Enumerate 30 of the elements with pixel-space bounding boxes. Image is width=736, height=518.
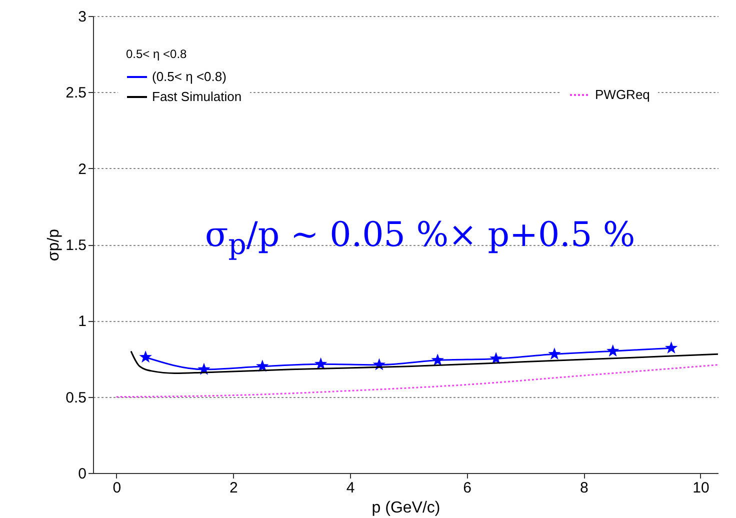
legend-title: 0.5< η <0.8 xyxy=(126,47,188,61)
y-tick-label: 2.5 xyxy=(66,84,86,102)
x-tick-label: 8 xyxy=(580,480,588,496)
legend-label: Fast Simulation xyxy=(152,89,242,104)
y-tick-label: 3 xyxy=(78,8,86,26)
y-tick-label: 1.5 xyxy=(66,237,86,254)
point xyxy=(664,341,678,354)
point xyxy=(431,354,444,366)
point xyxy=(548,347,561,360)
point xyxy=(256,360,269,372)
point xyxy=(490,352,502,364)
point xyxy=(139,350,152,363)
y-tick-label: 0.5 xyxy=(66,389,86,406)
point xyxy=(314,357,328,370)
x-tick-label: 4 xyxy=(346,480,355,496)
x-tick-label: 10 xyxy=(692,480,710,496)
x-tick-label: 0 xyxy=(112,480,122,496)
y-tick-label: 2 xyxy=(78,160,86,178)
x-tick-label: 2 xyxy=(230,480,238,496)
line-series xyxy=(130,350,719,374)
y-tick-label: 0 xyxy=(78,466,86,482)
x-axis-title: p (GeV/c) xyxy=(372,500,440,516)
point xyxy=(606,344,620,357)
line-series xyxy=(116,364,719,398)
y-tick-label: 1 xyxy=(78,313,86,330)
x-tick-label: 6 xyxy=(463,480,472,496)
y-axis-title: σp/p xyxy=(46,228,63,262)
legend-label: PWGReq xyxy=(595,87,650,102)
legend-label: (0.5< η <0.8) xyxy=(152,69,226,84)
annotation: σ$_{p}$/p ∼ 0.05 %× p+0.5 % xyxy=(205,215,636,261)
